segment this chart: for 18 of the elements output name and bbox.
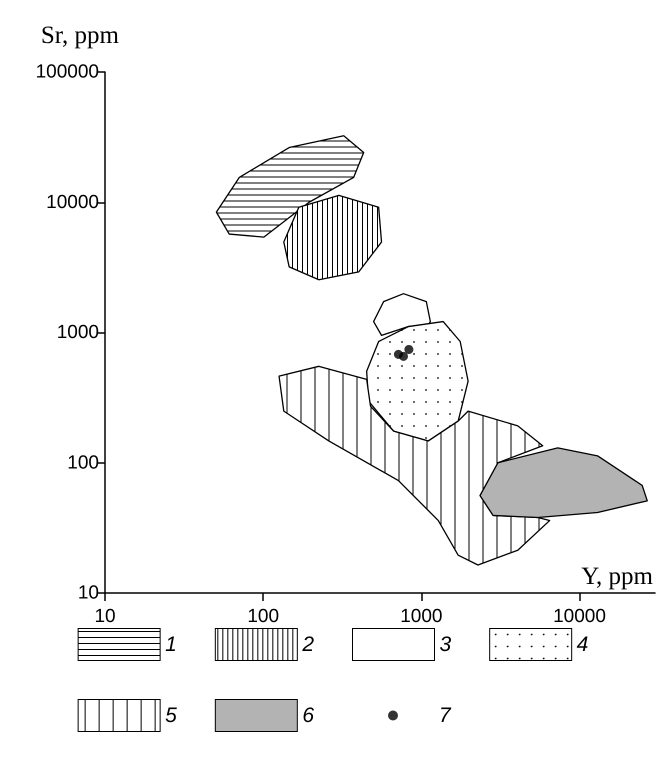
x-tick-label: 100 <box>247 606 280 627</box>
legend-label: 1 <box>165 633 177 656</box>
x-tick-label: 10 <box>94 606 116 627</box>
y-tick-label: 1000 <box>56 322 99 343</box>
x-axis-title: Y, ppm <box>581 563 654 590</box>
y-tick-label: 100 <box>67 452 99 474</box>
x-tick-label: 10000 <box>553 606 606 627</box>
y-axis-title: Sr, ppm <box>40 22 120 49</box>
legend-label: 5 <box>165 704 178 727</box>
x-tick-label: 1000 <box>400 606 442 627</box>
legend-label: 3 <box>440 633 452 656</box>
legend-label: 6 <box>302 704 314 727</box>
legend-label: 4 <box>576 633 588 656</box>
y-tick-label: 100000 <box>36 62 99 82</box>
y-tick-label: 10 <box>78 582 99 604</box>
legend-label: 2 <box>301 633 314 656</box>
legend-label: 7 <box>439 704 452 727</box>
y-tick-label: 10000 <box>46 192 99 213</box>
